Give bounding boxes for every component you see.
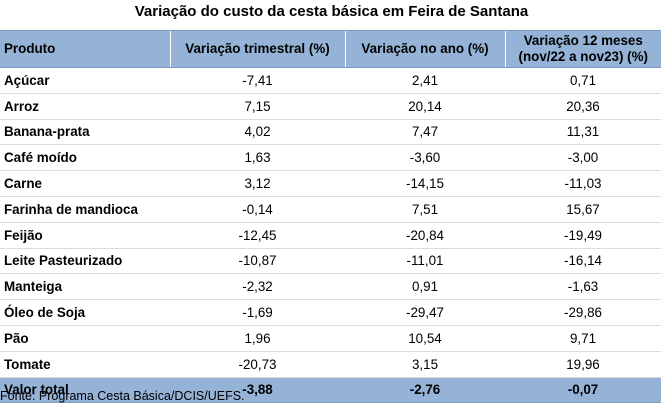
cell-produto: Açúcar	[0, 67, 170, 94]
cell-ano: 20,14	[345, 93, 505, 120]
total-label: Valor total	[0, 376, 170, 403]
cell-produto: Manteiga	[0, 273, 170, 301]
cell-ano: -20,84	[345, 222, 505, 249]
cell-produto: Arroz	[0, 93, 170, 120]
cell-ano: -29,47	[345, 299, 505, 326]
cell-ano: 0,91	[345, 273, 505, 301]
table-row: Óleo de Soja -1,69 -29,47 -29,86	[0, 299, 661, 326]
cell-trimestral: 7,15	[170, 93, 345, 120]
source-note: Fonte: Programa Cesta Básica/DCIS/UEFS.	[0, 389, 245, 403]
cell-ano: 7,47	[345, 119, 505, 146]
cell-doze: -29,86	[505, 299, 661, 326]
cell-produto: Banana-prata	[0, 119, 170, 146]
header-trimestral: Variação trimestral (%)	[169, 30, 345, 68]
cell-trimestral: -10,87	[170, 248, 345, 275]
cell-doze: 11,31	[505, 119, 661, 146]
table-header: Produto Variação trimestral (%) Variação…	[0, 30, 661, 68]
total-doze: -0,07	[505, 376, 661, 403]
cell-trimestral: 3,12	[170, 170, 345, 197]
table-row: Manteiga -2,32 0,91 -1,63	[0, 273, 661, 301]
cell-trimestral: -1,69	[170, 299, 345, 326]
cell-doze: 19,96	[505, 351, 661, 378]
cell-ano: -11,01	[345, 248, 505, 275]
cell-produto: Café moído	[0, 144, 170, 172]
cell-doze: -1,63	[505, 273, 661, 301]
table-body: Açúcar -7,41 2,41 0,71 Arroz 7,15 20,14 …	[0, 67, 661, 378]
total-row: Valor total -3,88 -2,76 -0,07	[0, 376, 661, 403]
table-row: Pão 1,96 10,54 9,71	[0, 325, 661, 352]
header-doze-meses-line2: (nov/22 a nov23) (%)	[518, 49, 648, 64]
header-ano: Variação no ano (%)	[344, 30, 505, 68]
cell-ano: 7,51	[345, 196, 505, 223]
cell-ano: 3,15	[345, 351, 505, 378]
table-row: Farinha de mandioca -0,14 7,51 15,67	[0, 196, 661, 223]
cell-produto: Farinha de mandioca	[0, 196, 170, 223]
cell-doze: 9,71	[505, 325, 661, 352]
table-row: Açúcar -7,41 2,41 0,71	[0, 67, 661, 94]
table-row: Arroz 7,15 20,14 20,36	[0, 93, 661, 120]
cell-ano: -14,15	[345, 170, 505, 197]
header-produto: Produto	[0, 30, 170, 68]
header-row: Produto Variação trimestral (%) Variação…	[0, 30, 661, 68]
cell-trimestral: -0,14	[170, 196, 345, 223]
table-footer: Valor total -3,88 -2,76 -0,07	[0, 376, 661, 403]
cell-doze: 0,71	[505, 67, 661, 94]
price-variation-table: Produto Variação trimestral (%) Variação…	[0, 30, 661, 403]
cell-produto: Pão	[0, 325, 170, 352]
cell-doze: -3,00	[505, 144, 661, 172]
table-row: Leite Pasteurizado -10,87 -11,01 -16,14	[0, 248, 661, 275]
table-row: Tomate -20,73 3,15 19,96	[0, 351, 661, 378]
total-ano: -2,76	[345, 376, 505, 403]
cell-trimestral: -2,32	[170, 273, 345, 301]
table-row: Café moído 1,63 -3,60 -3,00	[0, 144, 661, 172]
cell-ano: -3,60	[345, 144, 505, 172]
cell-doze: 20,36	[505, 93, 661, 120]
cell-trimestral: -12,45	[170, 222, 345, 249]
cell-trimestral: -20,73	[170, 351, 345, 378]
cell-ano: 10,54	[345, 325, 505, 352]
cell-ano: 2,41	[345, 67, 505, 94]
cell-produto: Feijão	[0, 222, 170, 249]
cell-trimestral: -7,41	[170, 67, 345, 94]
cell-doze: -11,03	[505, 170, 661, 197]
cell-produto: Óleo de Soja	[0, 299, 170, 326]
table-row: Banana-prata 4,02 7,47 11,31	[0, 119, 661, 146]
total-trimestral: -3,88	[170, 376, 345, 403]
table-title: Variação do custo da cesta básica em Fei…	[134, 3, 529, 20]
cell-doze: -19,49	[505, 222, 661, 249]
cell-produto: Leite Pasteurizado	[0, 248, 170, 275]
cell-produto: Carne	[0, 170, 170, 197]
cell-produto: Tomate	[0, 351, 170, 378]
cell-doze: 15,67	[505, 196, 661, 223]
cell-trimestral: 1,63	[170, 144, 345, 172]
table-row: Carne 3,12 -14,15 -11,03	[0, 170, 661, 197]
header-doze-meses-line1: Variação 12 meses	[523, 33, 643, 48]
table-row: Feijão -12,45 -20,84 -19,49	[0, 222, 661, 249]
cell-trimestral: 4,02	[170, 119, 345, 146]
cell-trimestral: 1,96	[170, 325, 345, 352]
header-doze-meses: Variação 12 meses (nov/22 a nov23) (%)	[504, 30, 661, 68]
cell-doze: -16,14	[505, 248, 661, 275]
